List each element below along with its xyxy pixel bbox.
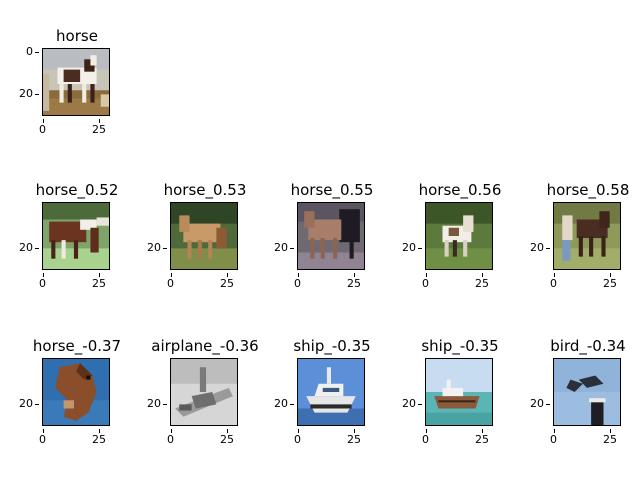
similar-title-4: horse_0.56 <box>418 181 502 199</box>
dissimilar-ytick-20-4: 20 <box>402 397 422 410</box>
dissimilar-ytick-20-5: 20 <box>530 397 550 410</box>
dissimilar-title-2: airplane_-0.36 <box>151 337 259 355</box>
similar-xtick-0-1: 0 <box>39 273 46 290</box>
similar-title-3: horse_0.55 <box>290 181 374 199</box>
dissimilar-image-2 <box>170 358 238 426</box>
query-ytick-20: 20 <box>19 87 39 100</box>
dissimilar-xtick-25-3: 25 <box>347 429 361 446</box>
dissimilar-image-3 <box>297 358 365 426</box>
similar-title-1: horse_0.52 <box>35 181 119 199</box>
similar-ytick-20-1: 20 <box>19 241 39 254</box>
query-xtick-25: 25 <box>92 119 106 136</box>
dissimilar-xtick-0-4: 0 <box>422 429 429 446</box>
dissimilar-title-3: ship_-0.35 <box>293 337 371 355</box>
similar-ytick-20-5: 20 <box>530 241 550 254</box>
similar-xtick-25-4: 25 <box>475 273 489 290</box>
dissimilar-image-5 <box>553 358 621 426</box>
query-title: horse <box>56 27 98 45</box>
similar-xtick-25-2: 25 <box>220 273 234 290</box>
dissimilar-xtick-0-1: 0 <box>39 429 46 446</box>
dissimilar-image-1 <box>42 358 110 426</box>
dissimilar-title-4: ship_-0.35 <box>421 337 499 355</box>
similar-panel-3: horse_0.55 20 0 25 <box>268 181 396 311</box>
dissimilar-title-1: horse_-0.37 <box>32 337 122 355</box>
similar-image-5 <box>553 202 621 270</box>
similar-image-1 <box>42 202 110 270</box>
dissimilar-panel-5: bird_-0.34 20 0 25 <box>524 337 640 467</box>
similar-xtick-25-3: 25 <box>347 273 361 290</box>
dissimilar-xtick-25-2: 25 <box>220 429 234 446</box>
dissimilar-panel-3: ship_-0.35 20 0 25 <box>268 337 396 467</box>
similar-image-3 <box>297 202 365 270</box>
dissimilar-panel-2: airplane_-0.36 20 0 25 <box>141 337 269 467</box>
similar-panel-2: horse_0.53 20 0 25 <box>141 181 269 311</box>
dissimilar-image-4 <box>425 358 493 426</box>
query-image <box>42 48 110 116</box>
similar-title-2: horse_0.53 <box>163 181 247 199</box>
similar-xtick-0-5: 0 <box>550 273 557 290</box>
dissimilar-title-5: bird_-0.34 <box>550 337 626 355</box>
dissimilar-xtick-0-5: 0 <box>550 429 557 446</box>
similar-ytick-20-4: 20 <box>402 241 422 254</box>
query-ytick-0: 0 <box>26 45 39 58</box>
dissimilar-xtick-0-3: 0 <box>294 429 301 446</box>
similar-image-4 <box>425 202 493 270</box>
dissimilar-panel-1: horse_-0.37 20 0 25 <box>13 337 141 467</box>
similar-xtick-0-3: 0 <box>294 273 301 290</box>
similar-panel-4: horse_0.56 20 0 25 <box>396 181 524 311</box>
dissimilar-xtick-25-5: 25 <box>603 429 617 446</box>
similar-xtick-0-2: 0 <box>167 273 174 290</box>
similar-panel-1: horse_0.52 20 0 25 <box>13 181 141 311</box>
similar-panel-5: horse_0.58 20 0 25 <box>524 181 640 311</box>
similar-title-5: horse_0.58 <box>546 181 630 199</box>
similar-image-2 <box>170 202 238 270</box>
dissimilar-ytick-20-2: 20 <box>147 397 167 410</box>
dissimilar-xtick-25-4: 25 <box>475 429 489 446</box>
similar-xtick-25-5: 25 <box>603 273 617 290</box>
dissimilar-ytick-20-1: 20 <box>19 397 39 410</box>
dissimilar-panel-4: ship_-0.35 20 0 25 <box>396 337 524 467</box>
dissimilar-xtick-0-2: 0 <box>167 429 174 446</box>
dissimilar-ytick-20-3: 20 <box>274 397 294 410</box>
dissimilar-xtick-25-1: 25 <box>92 429 106 446</box>
query-panel: horse 0 20 0 25 <box>13 27 141 157</box>
query-xtick-0: 0 <box>39 119 46 136</box>
similar-ytick-20-2: 20 <box>147 241 167 254</box>
similar-ytick-20-3: 20 <box>274 241 294 254</box>
similar-xtick-25-1: 25 <box>92 273 106 290</box>
similar-xtick-0-4: 0 <box>422 273 429 290</box>
